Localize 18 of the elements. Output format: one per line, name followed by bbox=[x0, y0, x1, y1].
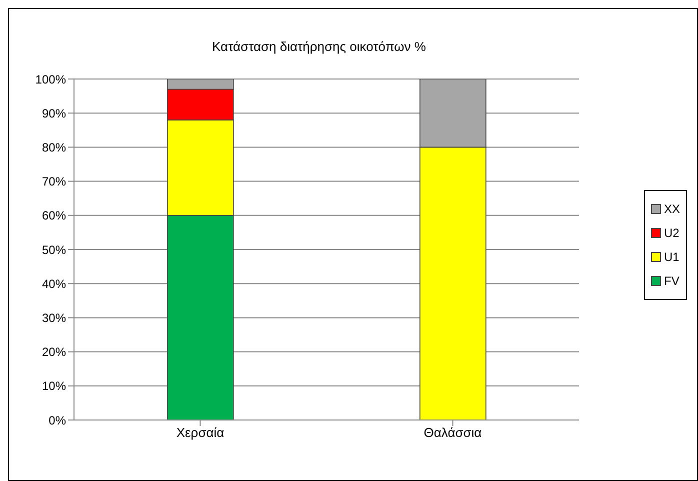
x-tick-label: Χερσαία bbox=[176, 425, 225, 440]
chart-title: Κατάσταση διατήρησης οικοτόπων % bbox=[211, 39, 427, 54]
legend-label: U2 bbox=[664, 224, 680, 242]
y-tick-label: 50% bbox=[42, 242, 66, 257]
y-tick-label: 10% bbox=[42, 379, 66, 394]
y-tick-label: 40% bbox=[42, 276, 66, 291]
x-tick-label: Θαλάσσια bbox=[424, 425, 482, 440]
y-tick-label: 90% bbox=[42, 106, 66, 120]
y-tick-label: 60% bbox=[42, 208, 66, 223]
y-tick-label: 70% bbox=[42, 174, 66, 189]
y-tick-label: 100% bbox=[35, 72, 66, 86]
y-tick-label: 20% bbox=[42, 345, 66, 360]
legend-label: XX bbox=[664, 200, 680, 218]
y-tick-label: 30% bbox=[42, 310, 66, 325]
y-tick-label: 0% bbox=[48, 413, 66, 428]
y-tick-label: 80% bbox=[42, 140, 66, 154]
legend-label: FV bbox=[664, 272, 680, 290]
legend-label: U1 bbox=[664, 248, 680, 266]
